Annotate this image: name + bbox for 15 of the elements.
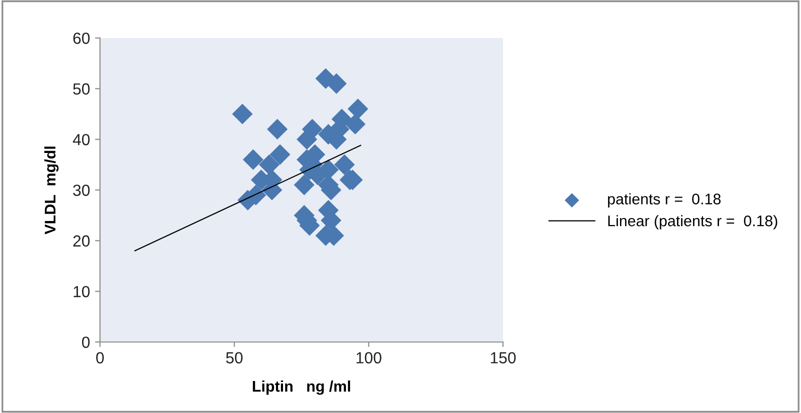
x-tick-label: 100 [356,352,382,364]
legend-label: patients r = 0.18 [608,193,721,208]
x-axis-title: Liptin ng /ml [252,380,350,395]
x-tick-label: 0 [96,352,104,364]
y-tick-label: 40 [72,134,90,146]
y-tick-label: 60 [73,32,90,44]
x-tick-label: 50 [226,352,243,364]
y-tick-label: 0 [82,336,90,348]
y-tick-label: 30 [73,184,90,196]
legend-label: Linear (patients r = 0.18) [608,215,778,230]
x-tick-label: 150 [490,352,516,364]
y-axis-title: VLDL mg/dl [44,146,59,234]
y-tick-label: 20 [73,235,90,247]
y-tick-label: 10 [74,286,90,298]
y-tick-label: 50 [73,83,90,95]
